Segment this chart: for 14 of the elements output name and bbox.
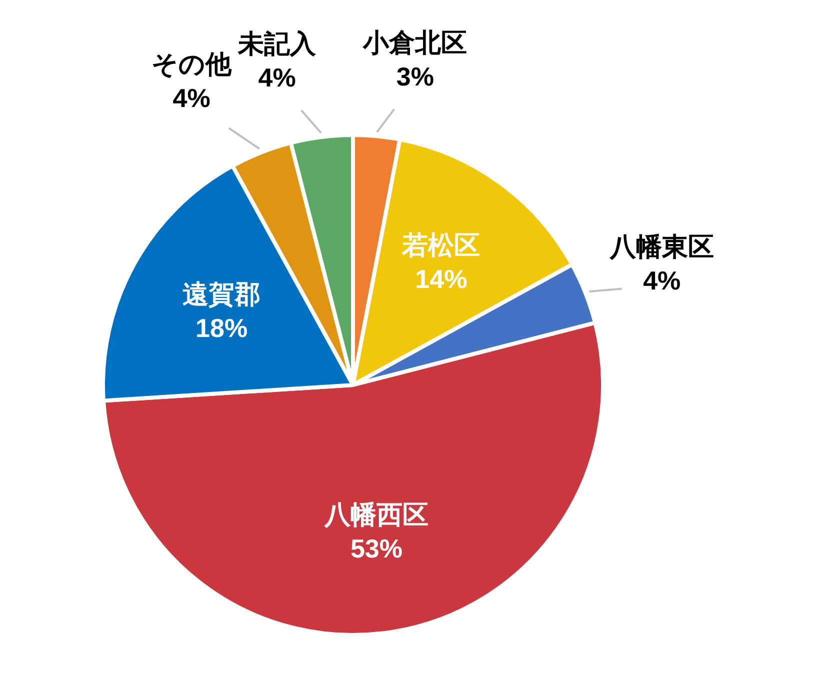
data-label: 14% (415, 264, 468, 294)
slice-label: 遠賀郡 (182, 278, 261, 309)
data-label: 4% (258, 62, 296, 93)
slice-label: 若松区 (401, 230, 480, 260)
slice-label: 八幡西区 (323, 499, 428, 530)
data-label: 4% (643, 266, 681, 296)
data-label: 4% (172, 82, 210, 113)
slice-label: 小倉北区 (362, 28, 468, 58)
slice-label: 未記入 (237, 28, 318, 59)
slice-label: その他 (152, 48, 233, 79)
data-label: 53% (350, 533, 402, 564)
data-label: 3% (396, 62, 434, 92)
slice-label: 八幡東区 (608, 232, 714, 262)
data-label: 18% (196, 312, 248, 343)
